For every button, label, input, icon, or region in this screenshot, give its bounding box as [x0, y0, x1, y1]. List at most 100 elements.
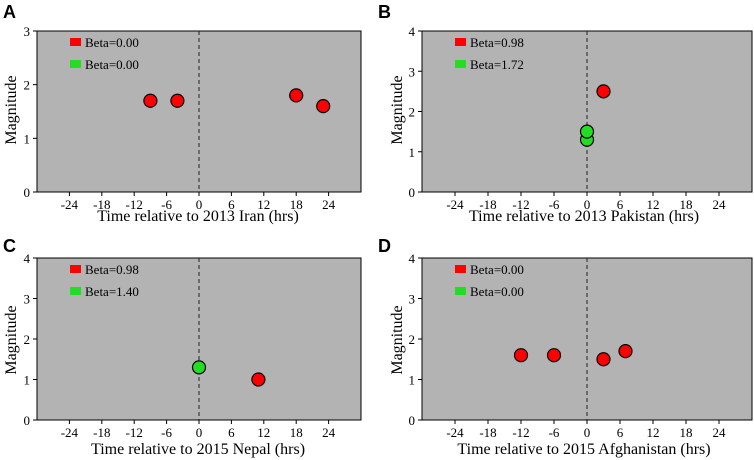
- x-tick-label: 6: [228, 425, 235, 440]
- x-tick-label: 0: [196, 425, 203, 440]
- y-tick-label: 1: [24, 131, 31, 146]
- x-axis-label: Time relative to 2013 Pakistan (hrs): [469, 208, 699, 225]
- data-point-red: [513, 348, 529, 363]
- x-tick-label: 18: [290, 197, 303, 212]
- y-tick-label: 0: [24, 185, 31, 200]
- y-axis-label: Magnitude: [3, 305, 20, 374]
- panel-b: -24 -18 -12 -6 0 6 12 18 2401234Beta=0.98Beta=1.…: [378, 2, 753, 225]
- legend-label: Beta=1.40: [85, 284, 139, 299]
- legend-label: Beta=0.00: [85, 57, 139, 72]
- y-tick-label: 1: [409, 145, 416, 160]
- x-tick-label: -24: [61, 425, 79, 440]
- panel-c: -24 -18 -12 -6 0 6 12 18 2401234Beta=0.98Beta=1.…: [3, 236, 362, 458]
- x-axis-label: Time relative to 2015 Afghanistan (hrs): [457, 441, 710, 458]
- y-tick-label: 2: [409, 105, 416, 120]
- x-tick-label: -6: [549, 425, 560, 440]
- x-tick-label: -24: [61, 197, 79, 212]
- data-point-red: [596, 352, 611, 367]
- x-tick-label: -18: [93, 425, 110, 440]
- legend-swatch-undefined: [455, 287, 466, 295]
- legend-swatch-undefined: [70, 60, 81, 68]
- x-tick-label: 24: [322, 425, 336, 440]
- legend-label: Beta=1.72: [470, 57, 524, 72]
- data-point-red: [251, 372, 266, 387]
- data-point-red: [596, 84, 611, 99]
- panel-a: -24 -18 -12 -6 0 6 12 18 240123Beta=0.00Beta=0.0…: [3, 2, 362, 225]
- y-tick-label: 2: [409, 332, 416, 347]
- x-axis-label: Time relative to 2015 Nepal (hrs): [91, 441, 305, 458]
- x-tick-label: 12: [647, 425, 660, 440]
- y-tick-label: 1: [24, 373, 31, 388]
- legend-swatch-undefined: [70, 287, 81, 295]
- legend-swatch-undefined: [70, 38, 81, 46]
- x-tick-label: -18: [479, 425, 496, 440]
- legend-swatch-undefined: [70, 265, 81, 273]
- x-tick-label: 0: [584, 425, 591, 440]
- legend-label: Beta=0.00: [470, 262, 524, 277]
- data-point-red: [618, 344, 633, 359]
- x-axis-label: Time relative to 2013 Iran (hrs): [97, 208, 299, 225]
- x-tick-label: 18: [680, 197, 693, 212]
- x-tick-label: 0: [584, 197, 591, 212]
- legend-swatch-undefined: [455, 38, 466, 46]
- x-tick-label: 24: [713, 425, 727, 440]
- y-tick-label: 2: [24, 332, 31, 347]
- data-point-green: [191, 360, 207, 375]
- y-tick-label: 2: [24, 78, 31, 93]
- x-tick-label: -6: [161, 425, 172, 440]
- y-tick-label: 0: [24, 413, 31, 428]
- y-axis-label: Magnitude: [389, 75, 406, 144]
- x-tick-label: -24: [446, 425, 464, 440]
- panel-letter: D: [378, 236, 391, 256]
- legend-swatch-undefined: [455, 60, 466, 68]
- x-tick-label: 6: [617, 197, 624, 212]
- panel-letter: A: [3, 2, 16, 22]
- legend-label: Beta=0.00: [85, 35, 139, 50]
- y-tick-label: 4: [24, 251, 31, 266]
- y-tick-label: 1: [409, 373, 416, 388]
- x-tick-label: -18: [93, 197, 110, 212]
- data-point-red: [546, 348, 562, 363]
- y-tick-label: 0: [409, 185, 416, 200]
- legend-label: Beta=0.98: [470, 35, 524, 50]
- x-tick-label: 6: [228, 197, 235, 212]
- data-point-red: [170, 93, 185, 108]
- y-tick-label: 3: [24, 292, 31, 307]
- x-tick-label: -24: [446, 197, 464, 212]
- y-tick-label: 3: [409, 292, 416, 307]
- x-tick-label: -12: [126, 425, 143, 440]
- legend-label: Beta=0.98: [85, 262, 139, 277]
- data-point-red: [143, 93, 158, 108]
- y-tick-label: 4: [409, 251, 416, 266]
- x-tick-label: -18: [479, 197, 496, 212]
- y-axis-label: Magnitude: [3, 75, 20, 144]
- x-tick-label: -6: [549, 197, 560, 212]
- x-tick-label: 12: [647, 197, 660, 212]
- y-tick-label: 0: [409, 413, 416, 428]
- y-tick-label: 3: [409, 64, 416, 79]
- x-tick-label: -6: [161, 197, 172, 212]
- y-tick-label: 4: [409, 24, 416, 39]
- x-tick-label: 24: [713, 197, 727, 212]
- x-tick-label: -12: [512, 197, 529, 212]
- x-tick-label: 24: [322, 197, 336, 212]
- x-tick-label: 18: [290, 425, 303, 440]
- data-point-green: [579, 124, 595, 139]
- legend-label: Beta=0.00: [470, 284, 524, 299]
- y-tick-label: 3: [24, 24, 31, 39]
- legend-swatch-undefined: [455, 265, 466, 273]
- x-tick-label: 6: [617, 425, 624, 440]
- x-tick-label: 18: [680, 425, 693, 440]
- x-tick-label: -12: [512, 425, 529, 440]
- x-tick-label: 12: [257, 197, 270, 212]
- panel-letter: B: [378, 2, 391, 22]
- panel-letter: C: [3, 236, 16, 256]
- data-point-red: [289, 88, 304, 103]
- panel-d: -24 -18 -12 -6 0 6 12 18 2401234Beta=0.00Beta=0.…: [378, 236, 753, 458]
- x-tick-label: 0: [196, 197, 203, 212]
- x-tick-label: 12: [257, 425, 270, 440]
- y-axis-label: Magnitude: [389, 305, 406, 374]
- x-tick-label: -12: [126, 197, 143, 212]
- data-point-red: [316, 99, 331, 114]
